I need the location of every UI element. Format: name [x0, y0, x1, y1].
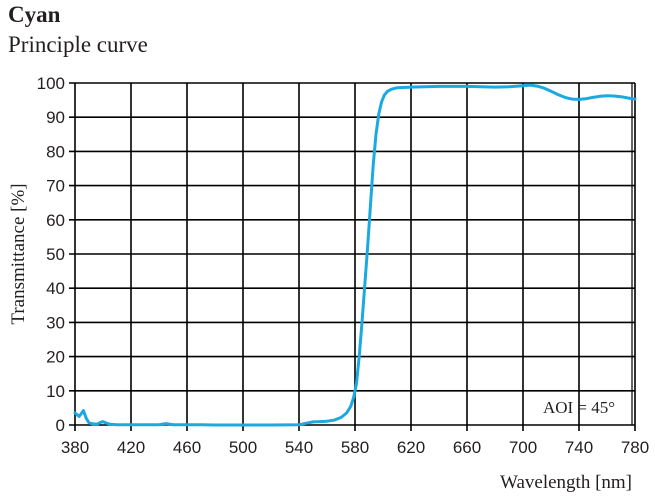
y-tick-label: 80: [46, 142, 65, 161]
x-tick-label: 500: [229, 438, 257, 457]
x-tick-label: 540: [285, 438, 313, 457]
y-tick-label: 60: [46, 211, 65, 230]
y-tick-label: 30: [46, 313, 65, 332]
x-axis-label: Wavelength [nm]: [500, 472, 632, 493]
x-tick-label: 420: [117, 438, 145, 457]
y-tick-label: 50: [46, 245, 65, 264]
chart-title: Cyan: [8, 2, 61, 27]
y-tick-label: 40: [46, 279, 65, 298]
y-axis-label: Transmittance [%]: [8, 183, 29, 324]
x-tick-label: 580: [341, 438, 369, 457]
x-tick-label: 380: [61, 438, 89, 457]
x-tick-label: 700: [509, 438, 537, 457]
y-tick-label: 70: [46, 177, 65, 196]
chart-grid: [69, 82, 636, 431]
x-tick-label: 620: [397, 438, 425, 457]
transmittance-curve: [73, 83, 637, 427]
y-tick-label: 20: [46, 348, 65, 367]
y-tick-label: 90: [46, 108, 65, 127]
x-tick-label: 740: [565, 438, 593, 457]
x-tick-label: 660: [453, 438, 481, 457]
x-tick-label: 460: [173, 438, 201, 457]
y-tick-label: 0: [56, 416, 65, 435]
y-tick-label: 100: [37, 74, 65, 93]
y-tick-label: 10: [46, 382, 65, 401]
y-axis-ticks: 0 10 20 30 40 50 60 70 80 90 100: [37, 74, 65, 435]
aoi-annotation: AOI = 45°: [543, 398, 615, 417]
x-tick-label: 780: [621, 438, 649, 457]
x-axis-ticks: 380 420 460 500 540 580 620 660 700 740 780: [61, 438, 649, 457]
chart-subtitle: Principle curve: [8, 32, 148, 57]
